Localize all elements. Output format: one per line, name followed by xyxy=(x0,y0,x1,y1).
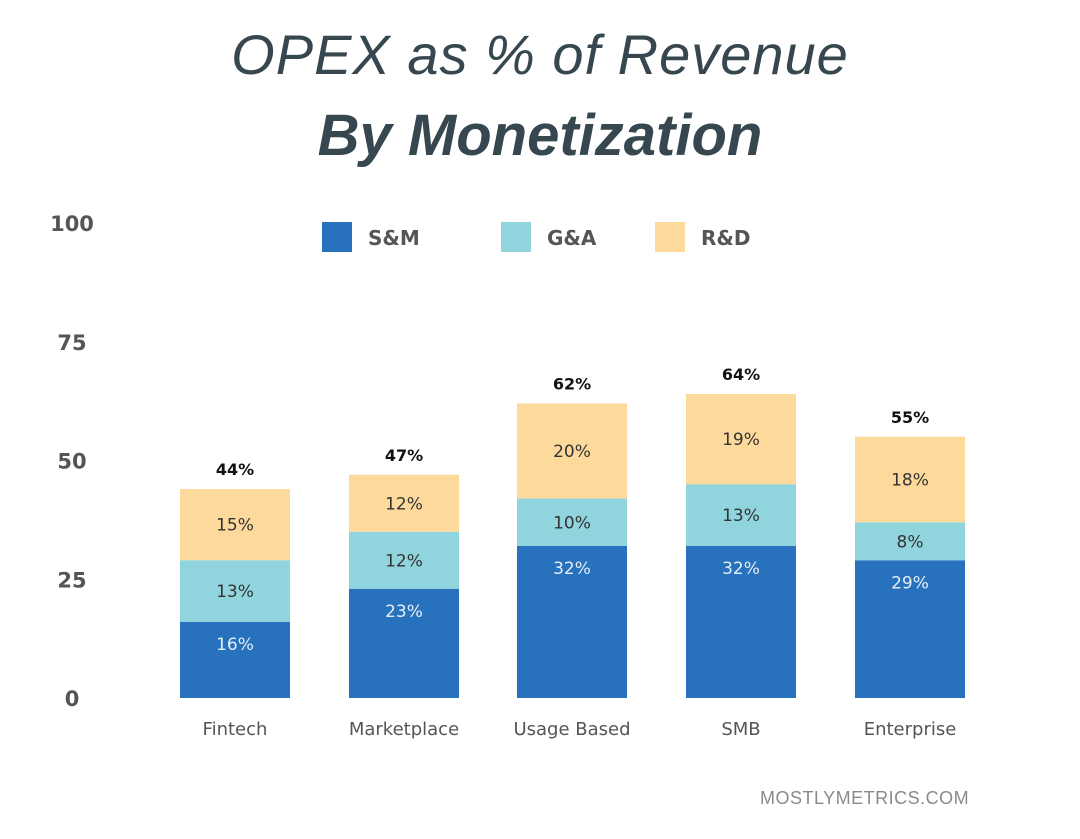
y-tick-label: 100 xyxy=(50,212,94,236)
data-label: 20% xyxy=(553,442,591,462)
bar-segment xyxy=(855,560,965,698)
bar-segment xyxy=(349,588,459,698)
bar-segment xyxy=(686,546,796,698)
legend-label: R&D xyxy=(701,226,750,250)
bar-segment xyxy=(180,622,290,698)
bar-segment xyxy=(349,531,459,589)
y-tick-label: 75 xyxy=(57,331,86,355)
total-label: 64% xyxy=(722,365,760,384)
data-label: 16% xyxy=(216,635,254,655)
x-tick-label: Enterprise xyxy=(864,719,957,740)
legend-swatch xyxy=(655,222,685,252)
data-label: 13% xyxy=(722,506,760,526)
data-label: 13% xyxy=(216,582,254,602)
bar-segment xyxy=(517,403,627,499)
data-label: 23% xyxy=(385,602,423,622)
data-label: 19% xyxy=(722,430,760,450)
bar-segment xyxy=(855,522,965,561)
data-label: 32% xyxy=(722,559,760,579)
data-label: 12% xyxy=(385,551,423,571)
data-label: 15% xyxy=(216,516,254,536)
legend-swatch xyxy=(322,222,352,252)
y-tick-label: 50 xyxy=(57,450,86,474)
x-tick-label: Usage Based xyxy=(513,719,630,740)
bar-segment xyxy=(517,498,627,546)
bar-segment xyxy=(180,560,290,622)
data-label: 29% xyxy=(891,573,929,593)
bar-segment xyxy=(686,484,796,546)
chart-subtitle: By Monetization xyxy=(317,103,763,168)
watermark-text: MOSTLYMETRICS.COM xyxy=(760,788,970,808)
bar-segment xyxy=(686,394,796,485)
bar-segment xyxy=(855,436,965,523)
x-tick-label: Marketplace xyxy=(349,719,459,740)
y-tick-label: 25 xyxy=(57,568,86,592)
x-tick-label: Fintech xyxy=(203,719,268,740)
total-label: 55% xyxy=(891,408,929,427)
data-label: 10% xyxy=(553,513,591,533)
y-tick-label: 0 xyxy=(65,687,80,711)
data-label: 8% xyxy=(897,532,924,552)
total-label: 44% xyxy=(216,460,254,479)
x-tick-label: SMB xyxy=(721,719,760,740)
bar-segment xyxy=(349,474,459,532)
data-label: 32% xyxy=(553,559,591,579)
legend-label: S&M xyxy=(368,226,420,250)
total-label: 62% xyxy=(553,375,591,394)
bar-segment xyxy=(180,489,290,561)
data-label: 12% xyxy=(385,494,423,514)
legend-label: G&A xyxy=(547,226,597,250)
data-label: 18% xyxy=(891,471,929,491)
bar-segment xyxy=(517,546,627,698)
legend-swatch xyxy=(501,222,531,252)
chart-title: OPEX as % of Revenue xyxy=(231,23,849,86)
total-label: 47% xyxy=(385,446,423,465)
